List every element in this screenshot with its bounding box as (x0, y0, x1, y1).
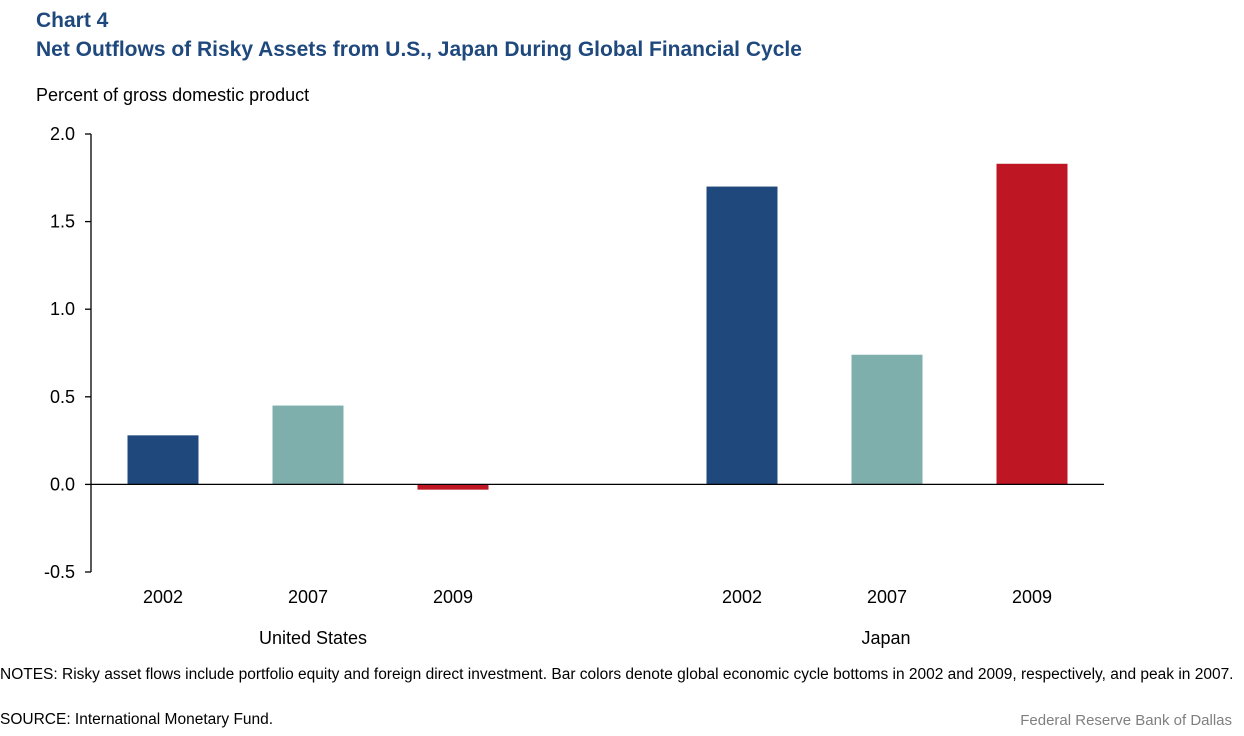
y-tick-label: 0.0 (50, 474, 75, 494)
bar-united-states-2007 (272, 405, 344, 485)
x-tick-label: 2007 (867, 587, 907, 607)
y-axis-unit-label: Percent of gross domestic product (36, 85, 310, 105)
bar-japan-2009 (996, 163, 1068, 485)
y-tick-label: 1.5 (50, 212, 75, 232)
x-tick-label: 2002 (722, 587, 762, 607)
chart-notes: NOTES: Risky asset flows include portfol… (0, 666, 1234, 683)
x-tick-label: 2007 (288, 587, 328, 607)
bar-japan-2007 (851, 354, 923, 485)
chart-source: SOURCE: International Monetary Fund. (0, 711, 274, 728)
bar-united-states-2002 (127, 435, 199, 485)
bar-japan-2002 (706, 186, 778, 485)
chart-credit: Federal Reserve Bank of Dallas (1020, 712, 1232, 729)
chart-title: Net Outflows of Risky Assets from U.S., … (36, 38, 802, 61)
y-tick-label: 2.0 (50, 124, 75, 144)
group-label: Japan (861, 628, 910, 648)
x-tick-label: 2009 (1012, 587, 1052, 607)
y-tick-label: 1.0 (50, 299, 75, 319)
chart-number: Chart 4 (36, 9, 109, 32)
y-tick-label: 0.5 (50, 387, 75, 407)
y-tick-label: -0.5 (44, 562, 75, 582)
bar-united-states-2009 (417, 484, 489, 490)
x-tick-label: 2002 (143, 587, 183, 607)
group-label: United States (259, 628, 367, 648)
x-tick-label: 2009 (433, 587, 473, 607)
bar-chart: 2.0 1.5 1.0 0.5 0.0 -0.5 2002 2007 2009 United St… (44, 124, 1104, 648)
